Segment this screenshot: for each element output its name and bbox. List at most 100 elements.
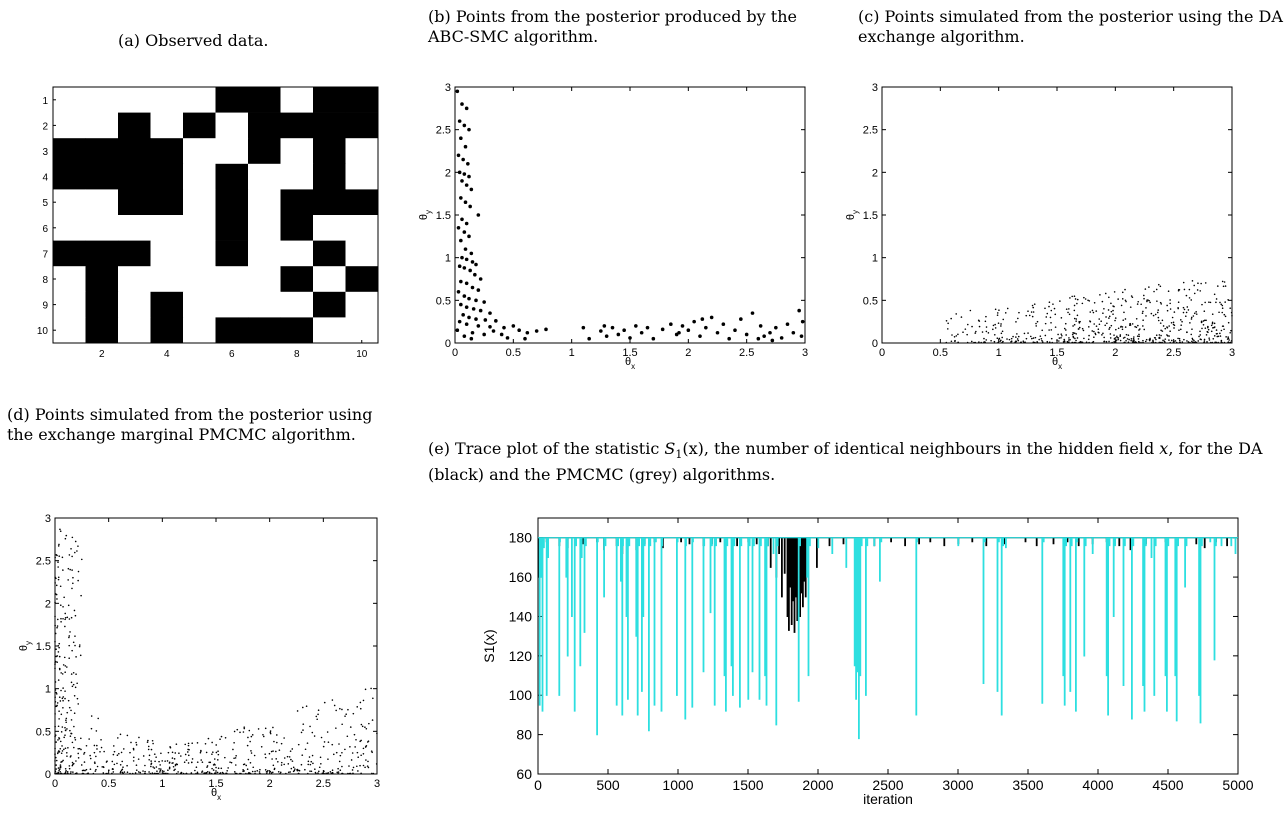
scatter-point: [326, 772, 329, 775]
scatter-point: [362, 747, 365, 750]
scatter-point: [1116, 335, 1118, 338]
xtick-label-c: 2: [1112, 347, 1118, 359]
xlabel-sub-d: x: [217, 793, 221, 802]
scatter-point: [1211, 341, 1214, 344]
scatter-point: [211, 753, 213, 755]
scatter-point: [1180, 324, 1183, 326]
scatter-point: [160, 768, 162, 770]
scatter-point: [59, 772, 62, 775]
scatter-point: [68, 636, 70, 639]
scatter-point: [470, 260, 475, 264]
scatter-point: [599, 329, 603, 333]
scatter-point: [1075, 320, 1077, 322]
scatter-point: [144, 764, 146, 767]
scatter-point: [64, 697, 66, 700]
scatter-point: [204, 772, 207, 775]
scatter-point: [56, 625, 59, 627]
scatter-point: [211, 741, 213, 744]
grid-cell: [53, 215, 86, 241]
scatter-point: [54, 662, 56, 664]
scatter-point: [686, 328, 691, 333]
scatter-point: [476, 324, 481, 328]
grid-cell: [150, 163, 184, 190]
scatter-point: [75, 673, 77, 675]
scatter-point: [63, 772, 66, 775]
scatter-point: [1073, 341, 1076, 344]
scatter-point: [235, 772, 238, 775]
scatter-point: [1154, 313, 1157, 316]
scatter-point: [96, 748, 98, 750]
scatter-point: [78, 747, 81, 750]
scatter-point: [996, 314, 999, 316]
ytick-label-c: 1.5: [863, 210, 878, 222]
scatter-point: [457, 119, 462, 123]
scatter-point: [279, 771, 282, 774]
scatter-point: [317, 713, 319, 716]
scatter-point: [1035, 322, 1037, 325]
scatter-point: [1115, 341, 1117, 344]
scatter-point: [1101, 300, 1104, 303]
scatter-point: [216, 771, 219, 774]
scatter-point: [1054, 326, 1057, 328]
xtick-label-c: 3: [1229, 347, 1235, 359]
xtick-label-a: 10: [356, 349, 368, 360]
scatter-point: [93, 761, 96, 763]
scatter-point: [129, 772, 131, 775]
scatter-point: [83, 753, 85, 755]
scatter-point: [262, 735, 265, 738]
scatter-point: [60, 672, 62, 674]
scatter-point: [1187, 309, 1190, 311]
scatter-point: [1157, 316, 1160, 319]
scatter-point: [174, 764, 177, 767]
scatter-point: [1017, 335, 1020, 338]
ytick-label-d: 1.5: [36, 641, 51, 653]
scatter-point: [76, 682, 78, 685]
ytick-label-a: 6: [42, 224, 48, 235]
scatter-point: [194, 769, 196, 772]
scatter-point: [1124, 299, 1127, 302]
scatter-point: [774, 325, 778, 330]
scatter-point: [235, 754, 237, 757]
scatter-point: [173, 758, 176, 760]
scatter-point: [1044, 307, 1046, 310]
scatter-point: [352, 772, 354, 775]
scatter-point: [184, 743, 187, 746]
scatter-point: [264, 756, 267, 759]
scatter-point: [1173, 327, 1175, 329]
scatter-point: [1203, 338, 1206, 341]
scatter-point: [187, 754, 190, 757]
scatter-point: [135, 741, 137, 744]
xtick-label-b: 3: [802, 347, 808, 359]
scatter-point: [1145, 338, 1148, 341]
scatter-point: [54, 700, 57, 703]
scatter-point: [150, 763, 152, 765]
scatter-point: [95, 768, 97, 771]
grid-cell: [313, 215, 346, 241]
scatter-point: [54, 713, 56, 715]
scatter-point: [111, 772, 113, 775]
scatter-point: [1146, 300, 1148, 303]
scatter-point: [143, 772, 146, 775]
scatter-point: [153, 767, 156, 769]
scatter-point: [1192, 315, 1195, 317]
scatter-point: [1108, 328, 1110, 330]
scatter-point: [1191, 341, 1194, 344]
grid-cell: [150, 317, 184, 344]
scatter-point: [196, 771, 199, 774]
scatter-point: [84, 769, 86, 772]
scatter-point: [75, 656, 77, 658]
scatter-point: [54, 582, 56, 584]
grid-cell: [280, 112, 314, 139]
scatter-point: [256, 770, 259, 772]
scatter-point: [1065, 334, 1067, 336]
scatter-point: [1107, 309, 1110, 311]
scatter-point: [1116, 336, 1118, 339]
scatter-point: [196, 742, 199, 744]
scatter-point: [265, 771, 268, 773]
scatter-point: [1211, 322, 1214, 325]
scatter-point: [1213, 335, 1216, 337]
scatter-point: [1068, 308, 1070, 310]
scatter-point: [60, 713, 63, 716]
scatter-point: [1115, 328, 1117, 331]
scatter-point: [116, 754, 119, 756]
